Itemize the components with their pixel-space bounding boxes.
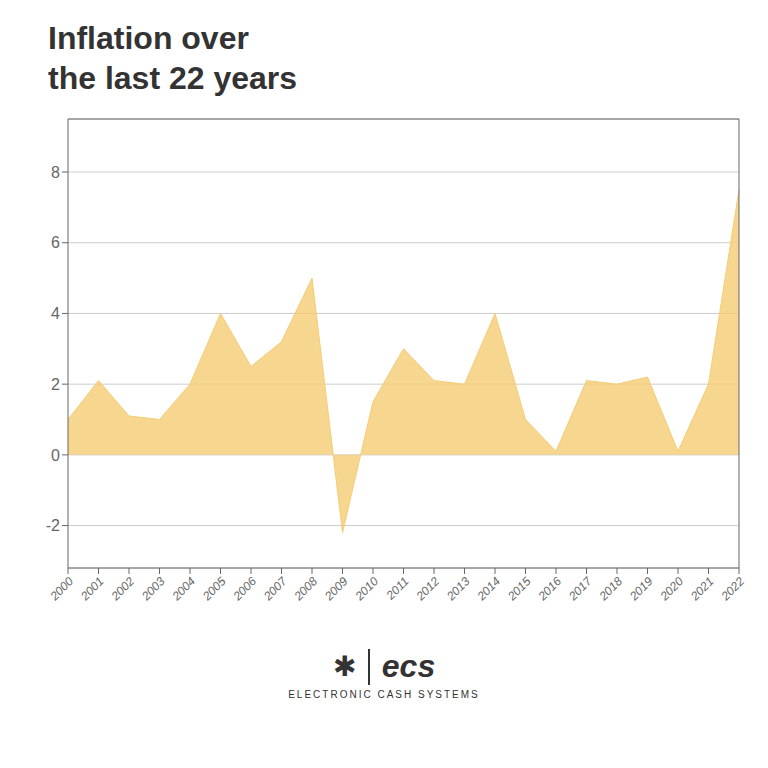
svg-text:2022: 2022 [718,574,748,604]
html-text:Inflation over: Inflation over [48,20,249,56]
svg-text:2017: 2017 [565,573,595,603]
svg-text:2008: 2008 [291,574,321,604]
svg-text:2: 2 [51,376,60,393]
svg-text:6: 6 [51,234,60,251]
svg-text:2012: 2012 [413,574,443,604]
html-text:the last 22 years: the last 22 years [48,60,297,96]
svg-text:2002: 2002 [108,574,138,604]
svg-text:2005: 2005 [199,574,229,604]
svg-text:2011: 2011 [383,574,412,603]
svg-text:2001: 2001 [77,574,106,603]
svg-text:2019: 2019 [626,574,656,604]
svg-text:2020: 2020 [657,574,687,604]
svg-text:2021: 2021 [687,574,716,603]
svg-text:2006: 2006 [230,574,260,604]
svg-text:2014: 2014 [474,574,504,604]
svg-text:2003: 2003 [138,574,168,604]
svg-text:2015: 2015 [504,574,534,604]
svg-text:4: 4 [51,305,60,322]
svg-text:2010: 2010 [352,574,382,604]
svg-text:2016: 2016 [535,574,565,604]
svg-text:-2: -2 [46,517,60,534]
svg-text:2009: 2009 [321,574,351,604]
svg-text:2004: 2004 [169,574,199,604]
html-text:ELECTRONIC CASH SYSTEMS: ELECTRONIC CASH SYSTEMS [288,689,480,700]
svg-text:8: 8 [51,164,60,181]
svg-text:2013: 2013 [443,574,473,604]
svg-text:2000: 2000 [47,574,77,604]
svg-text:2018: 2018 [596,574,626,604]
svg-text:2007: 2007 [260,573,290,603]
svg-text:0: 0 [51,447,60,464]
html-text:ecs: ecs [381,648,436,684]
